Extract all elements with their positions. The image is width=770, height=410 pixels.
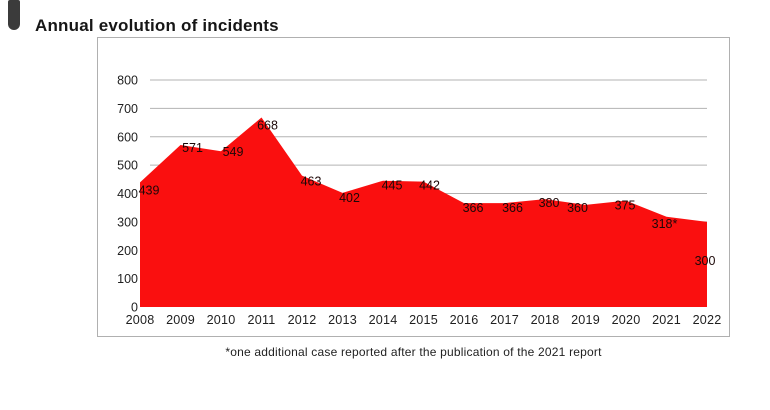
- data-label: 366: [502, 201, 523, 215]
- y-tick-label: 100: [117, 272, 138, 286]
- x-tick-label: 2010: [207, 313, 236, 327]
- chart-panel: 0 100 200 300 400 500 600 700 800 2008 2009 2010 201…: [97, 37, 730, 337]
- area-series: [140, 117, 707, 307]
- x-tick-label: 2011: [248, 313, 276, 327]
- x-tick-label: 2022: [693, 313, 722, 327]
- y-tick-label: 800: [117, 74, 138, 88]
- x-tick-label: 2014: [369, 313, 398, 327]
- data-label: 571: [182, 141, 203, 155]
- data-label: 380: [539, 196, 560, 210]
- data-label: 439: [139, 183, 160, 197]
- y-tick-label: 400: [117, 187, 138, 201]
- x-tick-label: 2016: [450, 313, 479, 327]
- data-label: 375: [615, 199, 636, 213]
- data-label: 366: [463, 201, 484, 215]
- data-label: 442: [419, 179, 440, 193]
- x-tick-label: 2017: [490, 313, 519, 327]
- chart-footnote: *one additional case reported after the …: [225, 345, 602, 359]
- y-tick-label: 0: [131, 301, 138, 315]
- data-label: 445: [382, 179, 403, 193]
- y-tick-label: 300: [117, 215, 138, 229]
- x-tick-label: 2013: [328, 313, 357, 327]
- data-label: 318*: [652, 217, 678, 231]
- title-accent-bar: [8, 0, 20, 30]
- y-tick-label: 700: [117, 102, 138, 116]
- x-tick-label: 2021: [652, 313, 681, 327]
- x-tick-label: 2015: [409, 313, 438, 327]
- data-label: 668: [257, 118, 278, 132]
- x-tick-label: 2008: [126, 313, 155, 327]
- annual-incidents-area-chart: 0 100 200 300 400 500 600 700 800 2008 2009 2010 201…: [117, 74, 722, 328]
- x-tick-label: 2012: [288, 313, 317, 327]
- data-label: 463: [301, 175, 322, 189]
- chart-title: Annual evolution of incidents: [35, 16, 279, 36]
- x-tick-label: 2019: [571, 313, 600, 327]
- x-tick-label: 2009: [166, 313, 195, 327]
- data-label: 402: [339, 191, 360, 205]
- y-tick-label: 500: [117, 159, 138, 173]
- data-label: 300: [695, 254, 716, 268]
- data-label: 549: [223, 145, 244, 159]
- x-tick-label: 2020: [612, 313, 641, 327]
- data-label: 360: [567, 201, 588, 215]
- x-tick-label: 2018: [531, 313, 560, 327]
- y-tick-label: 200: [117, 244, 138, 258]
- y-tick-label: 600: [117, 130, 138, 144]
